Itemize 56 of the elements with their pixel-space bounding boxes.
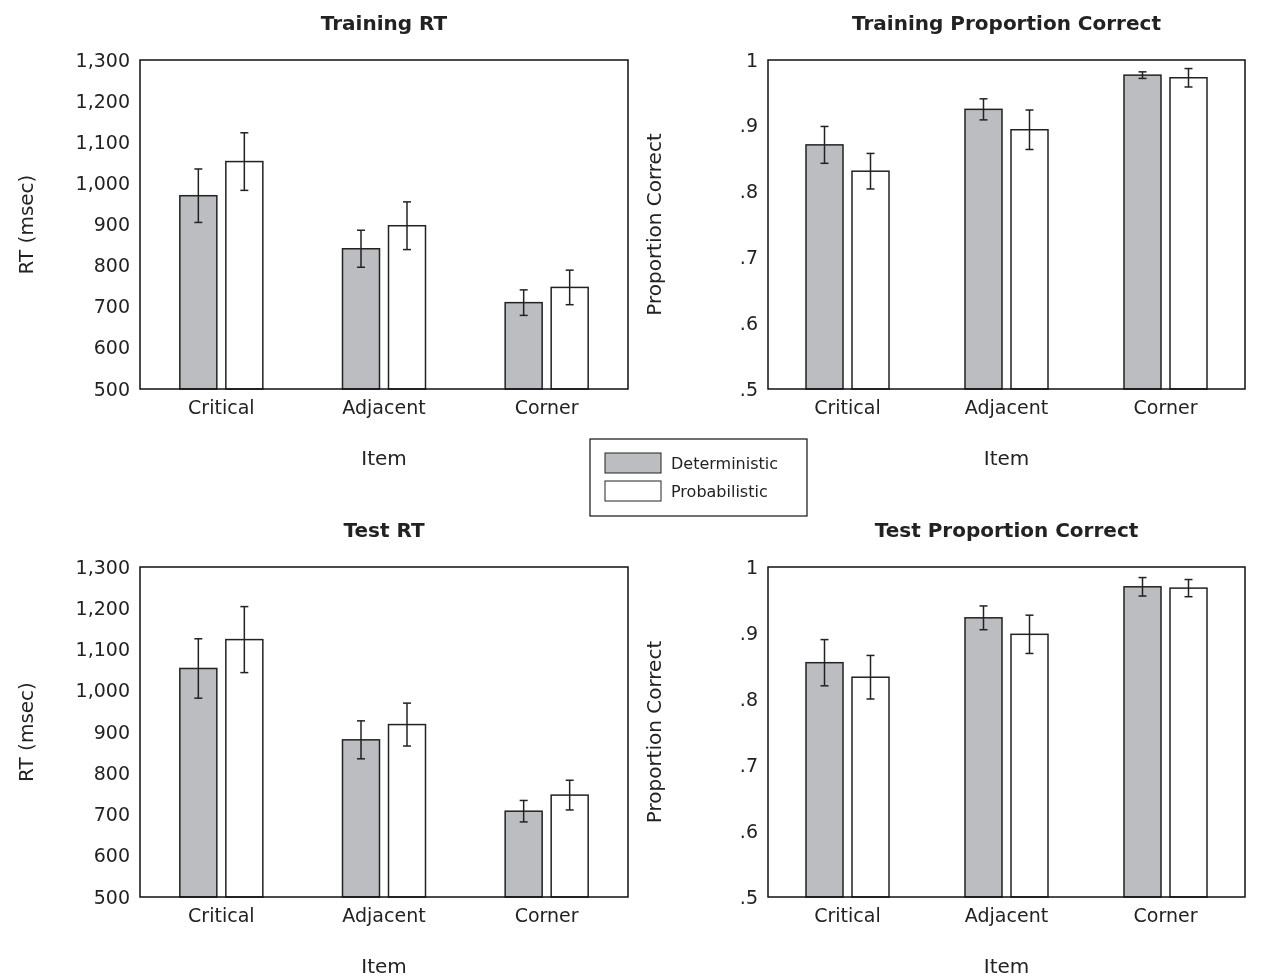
legend-label: Deterministic: [671, 454, 779, 473]
y-tick-label: 1,300: [75, 555, 130, 578]
x-axis-title: Item: [361, 954, 407, 976]
y-tick-label: 700: [93, 803, 130, 826]
y-tick-label: 1: [745, 48, 758, 71]
y-axis-title: RT (msec): [14, 682, 38, 782]
y-axis-title: RT (msec): [14, 174, 38, 275]
x-axis-title: Item: [983, 446, 1030, 470]
y-axis-title: Proportion Correct: [642, 640, 666, 824]
x-tick-label: Adjacent: [342, 396, 426, 419]
x-axis-title: Item: [361, 446, 407, 470]
chart-title: Training RT: [320, 11, 448, 35]
chart-title: Training Proportion Correct: [852, 11, 1162, 35]
x-tick-label: Critical: [814, 904, 881, 927]
y-tick-label: .6: [739, 819, 758, 842]
y-tick-label: .7: [739, 245, 758, 268]
x-tick-label: Corner: [1133, 396, 1198, 419]
x-tick-label: Corner: [514, 904, 579, 927]
x-tick-label: Critical: [188, 904, 255, 927]
x-tick-label: Critical: [188, 396, 255, 419]
x-tick-label: Adjacent: [964, 904, 1049, 927]
y-tick-label: 1,200: [75, 89, 130, 112]
y-tick-label: 900: [93, 720, 130, 743]
x-tick-label: Corner: [514, 396, 579, 419]
y-tick-label: 500: [93, 885, 130, 908]
chart-title: Test Proportion Correct: [874, 518, 1139, 542]
x-tick-label: Critical: [814, 396, 881, 419]
y-tick-label: 1,300: [75, 48, 130, 71]
y-tick-label: .7: [739, 753, 758, 776]
y-tick-label: 800: [93, 254, 130, 277]
y-tick-label: .9: [739, 621, 758, 644]
y-axis-title: Proportion Correct: [642, 133, 666, 316]
y-tick-label: .6: [739, 311, 758, 334]
y-tick-label: 500: [93, 377, 130, 400]
x-tick-label: Adjacent: [964, 396, 1049, 419]
y-tick-label: 600: [93, 844, 130, 867]
y-tick-label: .9: [739, 114, 758, 137]
x-axis-title: Item: [983, 954, 1030, 976]
y-tick-label: 1,000: [75, 679, 130, 702]
x-tick-label: Adjacent: [342, 904, 426, 927]
y-tick-label: 1,200: [75, 596, 130, 619]
y-tick-label: .8: [739, 687, 758, 710]
legend-label: Probabilistic: [671, 482, 768, 501]
y-tick-label: 1: [745, 555, 758, 578]
y-tick-label: 1,100: [75, 638, 130, 661]
y-tick-label: 1,100: [75, 130, 130, 153]
y-tick-label: 600: [93, 336, 130, 359]
y-tick-label: .5: [739, 377, 758, 400]
y-tick-label: 900: [93, 213, 130, 236]
y-tick-label: 700: [93, 295, 130, 318]
chart-title: Test RT: [343, 518, 425, 542]
y-tick-label: 1,000: [75, 171, 130, 194]
y-tick-label: 800: [93, 761, 130, 784]
x-tick-label: Corner: [1133, 904, 1198, 927]
y-tick-label: .5: [739, 885, 758, 908]
y-tick-label: .8: [739, 180, 758, 203]
